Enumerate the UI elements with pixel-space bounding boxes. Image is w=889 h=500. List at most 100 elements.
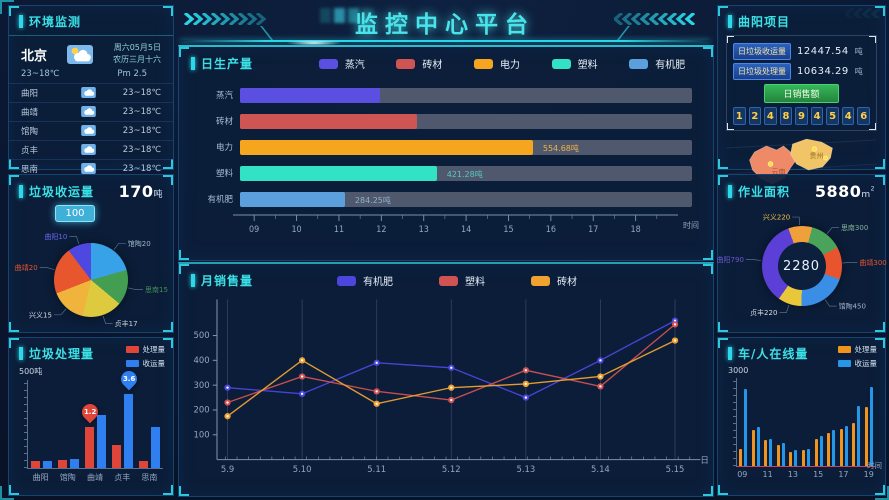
slice-label-曲靖: 曲靖300 [859, 258, 886, 267]
top-header: 监控中心平台 [178, 0, 712, 46]
panel-quyang-project: 曲阳项目 日垃圾收运量 12447.54 吨 日垃圾处理量 10634.29 吨… [717, 5, 886, 185]
hbar-row: 蒸汽 [189, 82, 699, 108]
legend-swatch [318, 58, 338, 69]
svg-text:15: 15 [503, 224, 513, 234]
cloud-icon [81, 87, 97, 99]
panel-garbage-processing: 垃圾处理量 处理量 收运量 500吨 1.2 3.6 曲阳 馆陶 曲靖 贞丰 思南 [8, 337, 174, 496]
bar-收运量 [769, 438, 773, 466]
panel-vehicles-online: 车/人在线量 处理量 收运量 3000 09 11 13 15 17 19 时间 [717, 337, 886, 496]
bar-收运量 [807, 448, 810, 466]
legend-item[interactable]: 塑料 [551, 56, 598, 71]
bar-处理量 [31, 460, 40, 468]
panel-garbage-collection: 垃圾收运量 170吨 100 馆陶20 思南15 贞丰17 兴义15 曲靖20 曲阳10 [8, 174, 174, 333]
online-x-labels: 09 11 13 15 17 19 [736, 467, 875, 479]
bar-group-曲阳 [28, 380, 55, 468]
bar-收运量 [857, 405, 861, 466]
stat-label-button[interactable]: 日垃圾收运量 [733, 43, 791, 60]
svg-text:16: 16 [546, 224, 556, 234]
x-label [749, 467, 762, 479]
stat-label-button[interactable]: 日垃圾处理量 [733, 63, 791, 80]
panel-monthly-sales: 月销售量 有机肥 塑料 砖材 100 200 300 400 500 5.9 5.10 5.1… [178, 262, 714, 497]
panel-title: 日生产量 [201, 57, 254, 71]
production-legend: 蒸汽 砖材 电力 塑料 有机肥 [303, 56, 701, 71]
title-accent [19, 347, 23, 360]
svg-text:5.11: 5.11 [367, 464, 386, 474]
stat-value: 10634.29 [797, 66, 849, 77]
bar-group-曲靖: 1.2 [78, 380, 109, 468]
pie-labels: 馆陶20 思南15 贞丰17 兴义15 曲靖20 曲阳10 [15, 232, 168, 328]
date-text: 周六05月5日 农历三月十六 [112, 43, 161, 65]
y-axis-max-label: 3000 [728, 366, 749, 375]
stat-unit: 吨 [854, 47, 863, 56]
bar-有机肥 [240, 191, 345, 207]
bar-group [750, 378, 763, 466]
page-title: 监控中心平台 [355, 12, 535, 38]
panel-title: 垃圾处理量 [29, 347, 95, 361]
x-label: 13 [787, 470, 798, 479]
bar-收运量 [124, 394, 133, 468]
frame-corner-bottom-left [0, 486, 14, 500]
bar-收运量 [781, 443, 785, 466]
daily-sales-button[interactable]: 日销售额 [764, 84, 839, 103]
panel-title: 曲阳项目 [738, 15, 791, 29]
map-region-guizhou[interactable] [790, 138, 833, 171]
bar-处理量 [139, 460, 148, 468]
legend-item[interactable]: 收运量 [125, 358, 165, 369]
header-chevrons-right-icon [614, 13, 696, 25]
bar-处理量 [839, 428, 843, 466]
legend-item[interactable]: 砖材 [531, 273, 577, 288]
bar-group [775, 378, 788, 466]
title-accent [191, 274, 195, 287]
title-accent [19, 185, 23, 198]
panel-operating-area: 作业面积 5880m2 2280 兴义220 思南300 曲靖300 馆陶450 贞丰22… [717, 174, 887, 333]
legend-item[interactable]: 处理量 [125, 344, 165, 355]
cloud-icon [81, 163, 97, 175]
city-temp: 23~18℃ [21, 68, 60, 79]
pie-labels: 兴义220 思南300 曲靖300 馆陶450 贞丰220 曲阳790 [717, 213, 887, 318]
bar-track [240, 87, 693, 103]
bar-value-label: 421.28吨 [446, 169, 483, 179]
panel-daily-production: 日生产量 蒸汽 砖材 电力 塑料 有机肥 蒸汽 砖材 电力 554.68吨 塑料 421.… [178, 45, 714, 261]
svg-text:5.12: 5.12 [442, 464, 461, 474]
bar-track: 421.28吨 [240, 165, 693, 181]
map-marker-icon [812, 146, 818, 152]
title-accent [728, 15, 732, 28]
svg-text:12: 12 [376, 224, 386, 234]
slice-label-兴义: 兴义220 [763, 213, 790, 222]
frame-corner-bottom-right [875, 486, 889, 500]
row-city: 曲阳 [21, 88, 39, 99]
header-glow [286, 40, 342, 46]
x-label: 11 [762, 470, 773, 479]
legend-item[interactable]: 蒸汽 [318, 56, 365, 71]
bar-track: 554.68吨 [240, 139, 693, 155]
svg-text:5.9: 5.9 [221, 464, 234, 474]
digit-box: 4 [841, 107, 855, 125]
weather-main: 北京 周六05月5日 农历三月十六 [9, 36, 173, 68]
legend-item[interactable]: 砖材 [396, 56, 442, 71]
bar-group [850, 378, 863, 466]
legend-item[interactable]: 电力 [474, 56, 520, 71]
legend-swatch [837, 346, 851, 353]
legend-item[interactable]: 收运量 [837, 358, 877, 369]
pie-chart-disc [54, 243, 128, 317]
legend-item[interactable]: 塑料 [439, 273, 485, 288]
legend-item[interactable]: 处理量 [837, 344, 877, 355]
weather-row: 馆陶 23~18℃ [9, 120, 173, 140]
bar-group [812, 378, 825, 466]
digit-box: 4 [810, 107, 824, 125]
production-bar-chart: 蒸汽 砖材 电力 554.68吨 塑料 421.28吨 有机肥 284.25吨 [189, 82, 699, 212]
svg-text:100: 100 [194, 429, 210, 439]
bar-收运量 [756, 427, 760, 466]
header-divider [180, 40, 710, 42]
pie-value-badge[interactable]: 100 [55, 205, 95, 222]
x-label: 贞丰 [114, 473, 131, 482]
slice-label-馆陶: 馆陶20 [128, 239, 151, 248]
city-name: 北京 [21, 48, 48, 64]
bar-group [737, 378, 750, 466]
bar-group [837, 378, 850, 466]
legend-swatch [396, 58, 416, 69]
stat-unit: 吨 [854, 67, 863, 76]
legend-item[interactable]: 有机肥 [337, 273, 393, 288]
legend-item[interactable]: 有机肥 [629, 56, 685, 71]
bar-处理量 [802, 450, 805, 466]
